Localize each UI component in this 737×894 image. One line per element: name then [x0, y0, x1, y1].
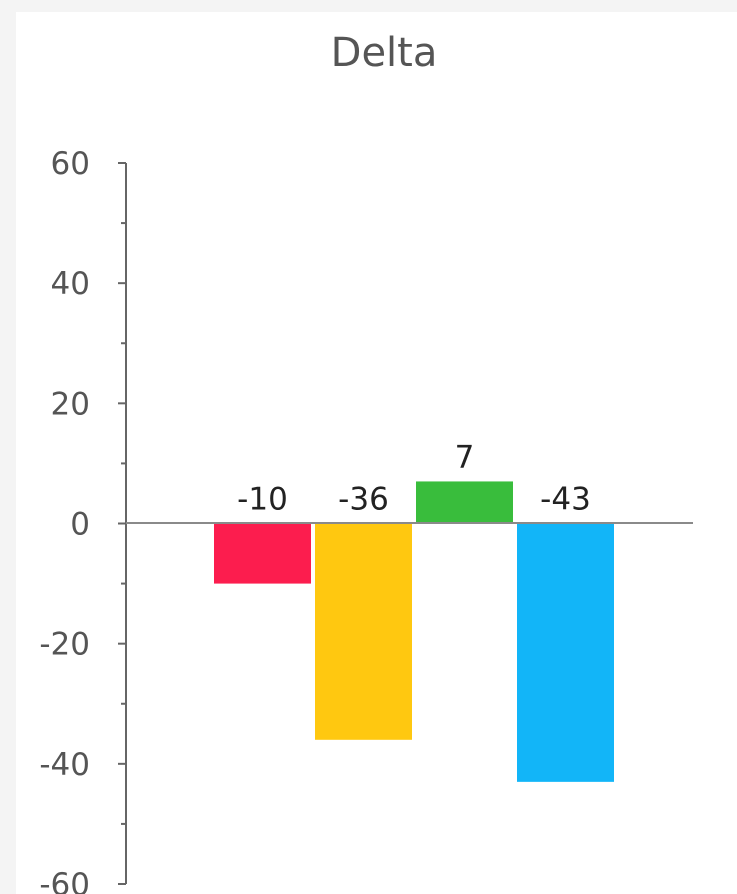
data-labels-group: -10 -36 7 -43 [237, 439, 591, 517]
chart-title: Delta [331, 30, 438, 76]
y-tick-label: -20 [39, 627, 90, 663]
chart-card [16, 12, 737, 894]
bar-value-label: -43 [540, 482, 591, 518]
bar [214, 523, 311, 584]
bar-value-label: 7 [455, 439, 475, 475]
y-tick-label: -40 [39, 747, 90, 783]
y-tick-label: 60 [51, 146, 90, 182]
y-axis-ticks: 60 40 20 0 -20 -40 -60 [39, 146, 126, 894]
bar [315, 523, 412, 740]
y-tick-label: -60 [39, 867, 90, 894]
y-tick-label: 20 [51, 386, 90, 422]
y-tick-label: 0 [70, 507, 90, 543]
bar-value-label: -10 [237, 482, 288, 518]
bar [416, 481, 513, 524]
y-tick-label: 40 [51, 266, 90, 302]
bars-group [214, 481, 614, 782]
bar [517, 523, 614, 782]
bar-value-label: -36 [338, 482, 389, 518]
